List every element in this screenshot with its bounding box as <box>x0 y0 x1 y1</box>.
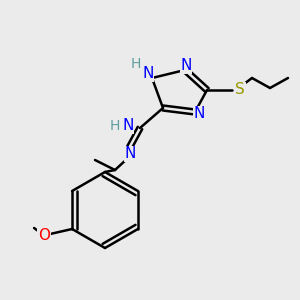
Text: N: N <box>180 58 192 74</box>
Text: S: S <box>235 82 245 98</box>
Text: N: N <box>193 106 205 122</box>
Text: O: O <box>38 227 50 242</box>
Text: H: H <box>131 57 141 71</box>
Text: H: H <box>110 119 120 133</box>
Text: N: N <box>124 146 136 161</box>
Text: N: N <box>122 118 134 134</box>
Text: N: N <box>142 67 154 82</box>
